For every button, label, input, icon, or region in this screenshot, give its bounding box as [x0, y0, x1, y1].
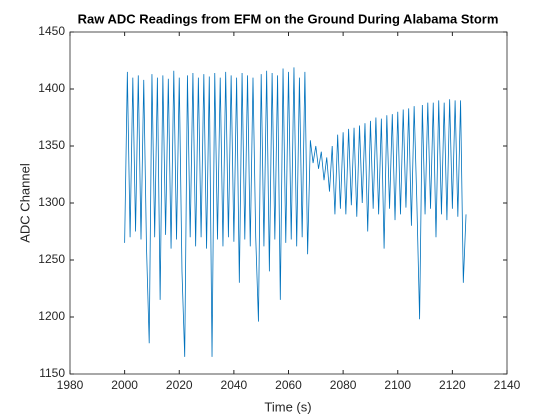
x-tick-label: 2040: [221, 378, 248, 392]
x-tick-label: 2000: [111, 378, 138, 392]
x-tick-label: 2100: [384, 378, 411, 392]
data-line: [124, 67, 467, 357]
y-tick-label: 1350: [38, 138, 65, 152]
x-tick-label: 2140: [494, 378, 521, 392]
x-tick-label: 2060: [275, 378, 302, 392]
y-tick-label: 1250: [38, 252, 65, 266]
y-tick-label: 1400: [38, 81, 65, 95]
x-tick-label: 2120: [439, 378, 466, 392]
y-tick-label: 1150: [39, 366, 65, 380]
x-tick-label: 2080: [330, 378, 357, 392]
x-tick-label: 1980: [57, 378, 84, 392]
x-axis-label: Time (s): [264, 399, 311, 414]
chart-title: Raw ADC Readings from EFM on the Ground …: [78, 11, 499, 26]
y-tick-label: 1300: [38, 195, 65, 209]
x-tick-label: 2020: [166, 378, 193, 392]
y-tick-label: 1450: [38, 24, 65, 38]
y-axis-label: ADC Channel: [17, 163, 32, 243]
y-tick-label: 1200: [38, 309, 65, 323]
